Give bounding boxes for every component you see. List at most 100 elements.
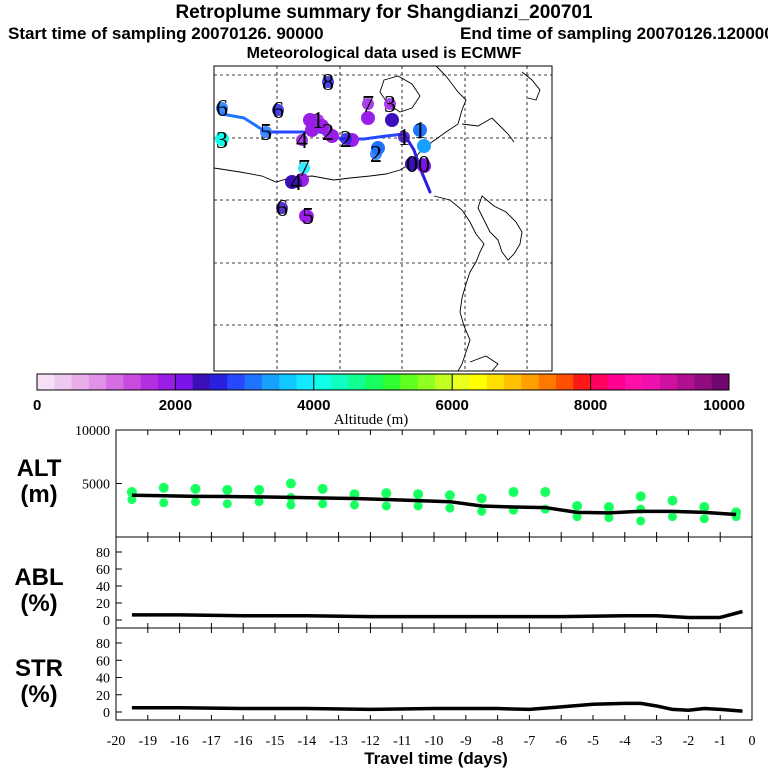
x-tick-label: -17: [202, 734, 221, 749]
colorbar-cell: [659, 374, 678, 390]
plume-dot: [340, 133, 352, 145]
altitude-point: [413, 501, 423, 511]
y-tick-label: 40: [96, 580, 110, 595]
altitude-point: [285, 478, 296, 489]
colorbar-cell: [88, 374, 107, 390]
map-day-label: 6: [276, 196, 288, 222]
colorbar-tick-label: 6000: [436, 397, 469, 414]
y-tick-label: 10000: [75, 424, 110, 439]
plume-dot: [370, 148, 382, 160]
altitude-point: [254, 497, 264, 507]
x-tick-label: -1: [714, 734, 726, 749]
colorbar-cell: [556, 374, 574, 390]
x-tick-label: -8: [492, 734, 504, 749]
colorbar-cell: [434, 374, 453, 390]
altitude-point: [381, 501, 391, 511]
y-tick-label: 20: [96, 597, 110, 612]
x-tick-label: -5: [587, 734, 599, 749]
chart-title: Retroplume summary for Shangdianzi_20070…: [175, 2, 593, 23]
panel-frame: [115, 429, 753, 538]
plume-dot: [305, 123, 319, 137]
altitude-point: [222, 499, 232, 509]
y-tick-label: 60: [96, 563, 110, 578]
colorbar-cell: [521, 374, 540, 390]
colorbar-cell: [365, 374, 384, 390]
x-tick-label: -9: [460, 734, 472, 749]
colorbar-cell: [607, 374, 626, 390]
x-tick-label: -12: [361, 734, 380, 749]
colorbar-cell: [175, 374, 194, 390]
map-day-label: 6: [272, 98, 284, 124]
map-day-label: 1: [398, 125, 410, 151]
colorbar-tick-label: 2000: [159, 397, 192, 414]
y-tick-label: 0: [103, 706, 110, 721]
x-tick-label: 0: [749, 734, 756, 749]
colorbar-cell: [296, 374, 315, 390]
map-day-label: 2: [370, 142, 382, 168]
altitude-point: [699, 514, 709, 524]
colorbar-cell: [106, 374, 124, 390]
colorbar-cell: [244, 374, 263, 390]
end-time: End time of sampling 20070126.120000: [460, 24, 768, 43]
plume-dot: [322, 76, 334, 88]
colorbar: 0 2000 4000 6000 8000 10000 Altitude (m): [33, 373, 745, 428]
plume-dot: [298, 162, 310, 174]
y-tick-label: 40: [96, 672, 110, 687]
altitude-point: [350, 500, 359, 510]
colorbar-cell: [590, 374, 609, 390]
colorbar-cell: [279, 374, 297, 390]
colorbar-tick-label: 0: [33, 397, 41, 414]
plume-dot: [296, 134, 308, 146]
plume-dot: [322, 126, 334, 138]
map-day-label: 5: [302, 204, 314, 230]
colorbar-cell: [71, 374, 90, 390]
map-day-label: 7: [298, 156, 310, 182]
plume-dot: [272, 104, 284, 116]
colorbar-cell: [313, 374, 332, 390]
colorbar-cell: [642, 374, 661, 390]
altitude-point: [444, 490, 455, 501]
x-tick-label: -14: [297, 734, 316, 749]
start-time: Start time of sampling 20070126. 90000: [8, 24, 324, 43]
colorbar-cell: [504, 374, 522, 390]
x-tick-label: -16: [234, 734, 253, 749]
x-tick-label: -6: [555, 734, 567, 749]
altitude-point: [667, 495, 678, 506]
x-axis: -20 -19 -16 -17 -16 -15 -14 -13 -12 -11 -10 -9 -8 -7-…: [107, 734, 756, 768]
panel-ylabel: ALT: [17, 455, 62, 482]
map-day-label: 1: [312, 108, 324, 134]
plume-dot: [312, 114, 324, 126]
colorbar-cell: [711, 374, 730, 390]
x-tick-label: -4: [619, 734, 631, 749]
panel-ylabel-unit: (m): [20, 481, 57, 508]
time-series-panels: 500010000ALT(m)020406080ABL(%)020406080S…: [14, 424, 755, 768]
plume-dot: [362, 98, 374, 110]
colorbar-tick-label: 10000: [703, 397, 745, 414]
altitude-point: [699, 502, 710, 513]
plume-dot: [406, 158, 418, 170]
panel-ylabel-unit: (%): [20, 590, 57, 617]
map-day-label: 6: [216, 96, 228, 122]
colorbar-cell: [331, 374, 349, 390]
altitude-point: [668, 512, 677, 522]
altitude-point: [603, 502, 614, 513]
y-tick-label: 20: [96, 689, 110, 704]
x-tick-label: -11: [393, 734, 411, 749]
altitude-point: [286, 500, 296, 510]
colorbar-tick-label: 4000: [297, 397, 330, 414]
map-day-label: 2: [322, 120, 334, 146]
panel-str: 0 20 40 60 80 STR(%): [15, 627, 753, 721]
x-tick-label: -13: [329, 734, 348, 749]
altitude-point: [445, 503, 455, 513]
altitude-point: [635, 491, 646, 502]
altitude-point: [317, 483, 328, 494]
colorbar-cell: [383, 374, 401, 390]
colorbar-cell: [37, 374, 55, 390]
map-day-label: 1: [414, 118, 426, 144]
map-frame: [213, 65, 553, 372]
altitude-point: [381, 488, 392, 499]
altitude-point: [191, 497, 200, 507]
colorbar-tick-label: 8000: [574, 397, 607, 414]
colorbar-cell: [469, 374, 488, 390]
